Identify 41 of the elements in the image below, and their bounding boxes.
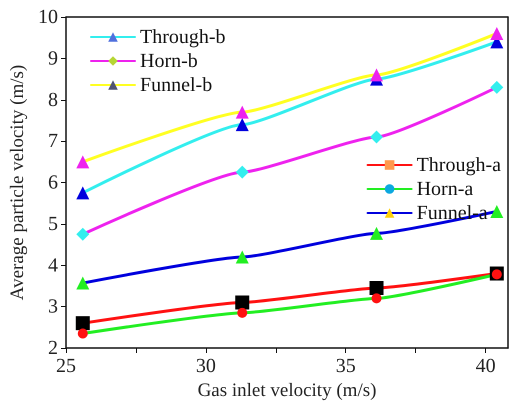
y-tick-label: 10: [38, 6, 58, 28]
y-tick-label: 3: [48, 296, 58, 318]
point: [76, 155, 90, 168]
point: [370, 226, 384, 240]
y-tick-label: 6: [48, 172, 58, 194]
point: [76, 276, 90, 290]
point: [76, 186, 90, 200]
legend-label: Funnel-b: [140, 74, 212, 96]
x-tick-label: 25: [56, 355, 76, 377]
y-tick-label: 8: [48, 88, 58, 111]
point: [237, 308, 248, 318]
point: [370, 130, 384, 144]
point: [76, 316, 90, 330]
point: [78, 328, 88, 339]
legend-label: Through-a: [416, 154, 502, 176]
x-tick-label: 40: [476, 355, 496, 377]
point: [236, 250, 249, 264]
legend-label: Horn-b: [140, 50, 198, 72]
y-tick-label: 9: [48, 47, 58, 70]
y-tick-label: 2: [48, 337, 58, 359]
point: [235, 295, 250, 310]
point: [370, 68, 384, 82]
x-axis-title: Gas inlet velocity (m/s): [198, 380, 376, 401]
point: [370, 281, 384, 296]
point: [236, 166, 249, 179]
point: [372, 293, 382, 304]
point: [490, 27, 504, 40]
legend-label: Funnel-a: [416, 202, 488, 224]
legend-label: Through-b: [140, 26, 226, 48]
y-tick-label: 5: [48, 212, 58, 235]
x-tick-label: 30: [196, 355, 216, 377]
point: [236, 118, 249, 132]
x-tick-label: 35: [336, 355, 356, 377]
point: [236, 106, 249, 119]
point: [490, 204, 504, 218]
y-tick-label: 7: [48, 130, 58, 152]
point: [490, 80, 504, 94]
y-tick-label: 4: [48, 254, 58, 276]
point: [76, 228, 90, 241]
y-axis-title: Average particle velocity (m/s): [7, 64, 28, 300]
legend-label: Horn-a: [416, 178, 474, 200]
